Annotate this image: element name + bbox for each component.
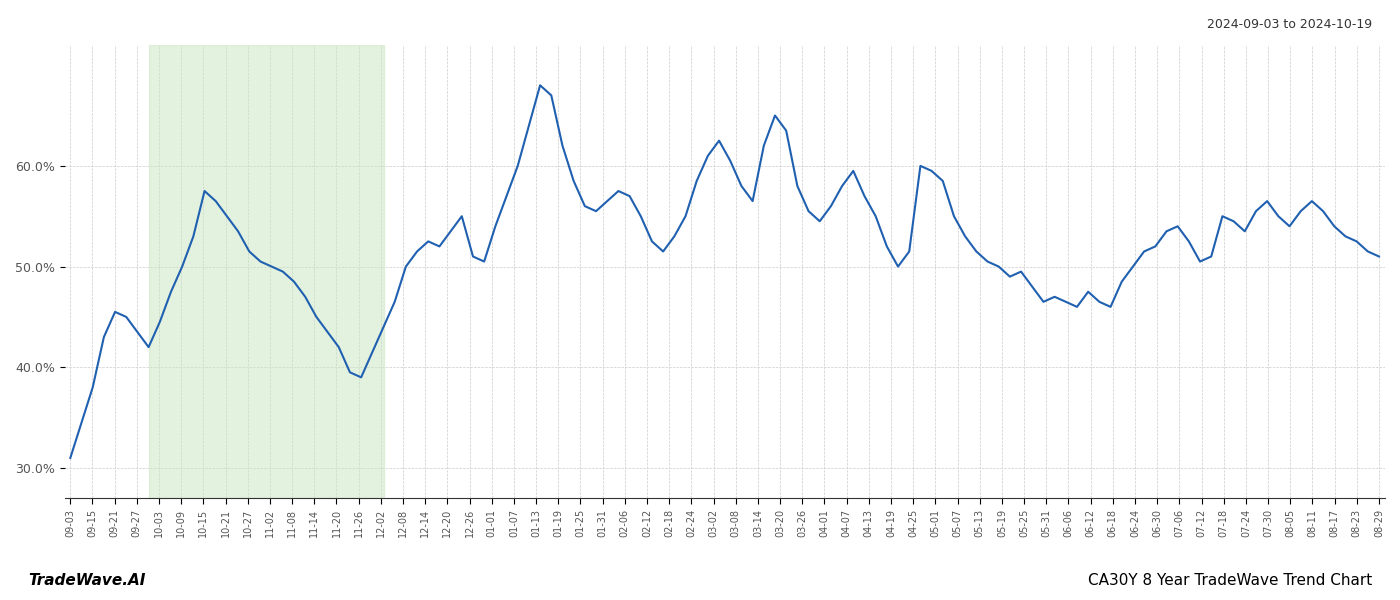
Text: TradeWave.AI: TradeWave.AI	[28, 573, 146, 588]
Bar	[148, 45, 384, 498]
Text: 2024-09-03 to 2024-10-19: 2024-09-03 to 2024-10-19	[1207, 18, 1372, 31]
Text: CA30Y 8 Year TradeWave Trend Chart: CA30Y 8 Year TradeWave Trend Chart	[1088, 573, 1372, 588]
